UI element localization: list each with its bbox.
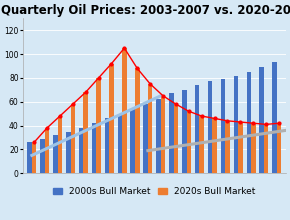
Bar bbox=[277, 123, 281, 173]
Bar bbox=[84, 92, 88, 173]
Bar bbox=[70, 104, 75, 173]
Bar bbox=[246, 72, 251, 173]
Bar bbox=[264, 124, 269, 173]
Bar bbox=[225, 121, 230, 173]
Bar bbox=[156, 99, 161, 173]
Bar bbox=[58, 116, 62, 173]
Bar bbox=[53, 135, 58, 173]
Bar bbox=[174, 104, 178, 173]
Bar bbox=[221, 79, 225, 173]
Bar bbox=[148, 84, 153, 173]
Bar bbox=[109, 64, 114, 173]
Bar bbox=[117, 114, 122, 173]
Bar bbox=[208, 81, 212, 173]
Legend: 2000s Bull Market, 2020s Bull Market: 2000s Bull Market, 2020s Bull Market bbox=[49, 183, 259, 200]
Bar bbox=[143, 104, 148, 173]
Bar bbox=[45, 128, 49, 173]
Bar bbox=[212, 118, 217, 173]
Bar bbox=[169, 94, 174, 173]
Bar bbox=[105, 118, 109, 173]
Bar bbox=[195, 85, 200, 173]
Bar bbox=[135, 68, 139, 173]
Bar bbox=[251, 123, 255, 173]
Bar bbox=[186, 111, 191, 173]
Bar bbox=[238, 122, 243, 173]
Bar bbox=[32, 142, 36, 173]
Bar bbox=[122, 48, 127, 173]
Bar bbox=[161, 96, 165, 173]
Bar bbox=[200, 116, 204, 173]
Bar bbox=[182, 90, 186, 173]
Bar bbox=[27, 142, 32, 173]
Bar bbox=[66, 132, 70, 173]
Bar bbox=[79, 128, 84, 173]
Bar bbox=[259, 67, 264, 173]
Bar bbox=[272, 62, 277, 173]
Title: Quarterly Oil Prices: 2003-2007 vs. 2020-2022: Quarterly Oil Prices: 2003-2007 vs. 2020… bbox=[1, 4, 290, 17]
Bar bbox=[92, 123, 96, 173]
Bar bbox=[40, 139, 45, 173]
Bar bbox=[96, 78, 101, 173]
Bar bbox=[234, 75, 238, 173]
Bar bbox=[130, 109, 135, 173]
